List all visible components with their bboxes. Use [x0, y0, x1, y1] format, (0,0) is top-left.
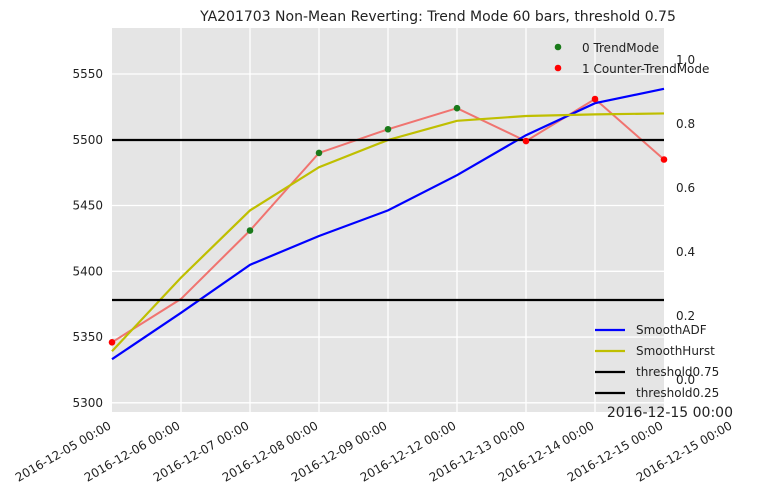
trendmode-point	[453, 104, 461, 112]
legend-marker	[554, 64, 562, 72]
y-right-tick-label: 0.2	[676, 309, 695, 323]
countertrend-point	[660, 156, 668, 163]
y-left-tick-label: 5550	[72, 67, 103, 81]
legend-bottom: SmoothADF SmoothHurst threshold0.75 thresho…	[595, 323, 719, 400]
y-axis-right: 0.0 0.2 0.4 0.6 0.8 1.0	[676, 53, 695, 387]
legend-label: threshold0.25	[636, 386, 719, 400]
x-offset-label: 2016-12-15 00:00	[607, 405, 733, 421]
legend-marker	[554, 43, 562, 51]
legend-label: SmoothADF	[636, 323, 707, 337]
chart-title: YA201703 Non-Mean Reverting: Trend Mode …	[199, 9, 676, 25]
y-left-tick-label: 5450	[72, 199, 103, 213]
y-right-tick-label: 0.8	[676, 117, 695, 131]
trendmode-point	[246, 227, 254, 234]
legend-label: 0 TrendMode	[582, 41, 659, 55]
chart-points	[108, 95, 668, 346]
legend-label: SmoothHurst	[636, 344, 715, 358]
countertrend-point	[108, 339, 116, 346]
y-right-tick-label: 0.0	[676, 373, 695, 387]
countertrend-point	[522, 137, 530, 145]
y-right-tick-label: 1.0	[676, 53, 695, 67]
grid	[112, 28, 664, 412]
countertrend-point	[591, 95, 599, 103]
y-left-tick-label: 5350	[72, 330, 103, 344]
y-left-tick-label: 5500	[72, 133, 103, 147]
y-left-tick-label: 5400	[72, 264, 103, 278]
legend-top: 0 TrendMode 1 Counter-TrendMode	[554, 41, 709, 76]
y-right-tick-label: 0.4	[676, 245, 695, 259]
y-left-tick-label: 5300	[72, 396, 103, 410]
legend-label: 1 Counter-TrendMode	[582, 62, 709, 76]
legend-label: threshold0.75	[636, 365, 719, 379]
trendmode-point	[315, 149, 323, 157]
y-axis-left: 5300 5350 5400 5450 5500 5550	[72, 67, 103, 410]
trendmode-point	[384, 125, 392, 133]
y-right-tick-label: 0.6	[676, 181, 695, 195]
